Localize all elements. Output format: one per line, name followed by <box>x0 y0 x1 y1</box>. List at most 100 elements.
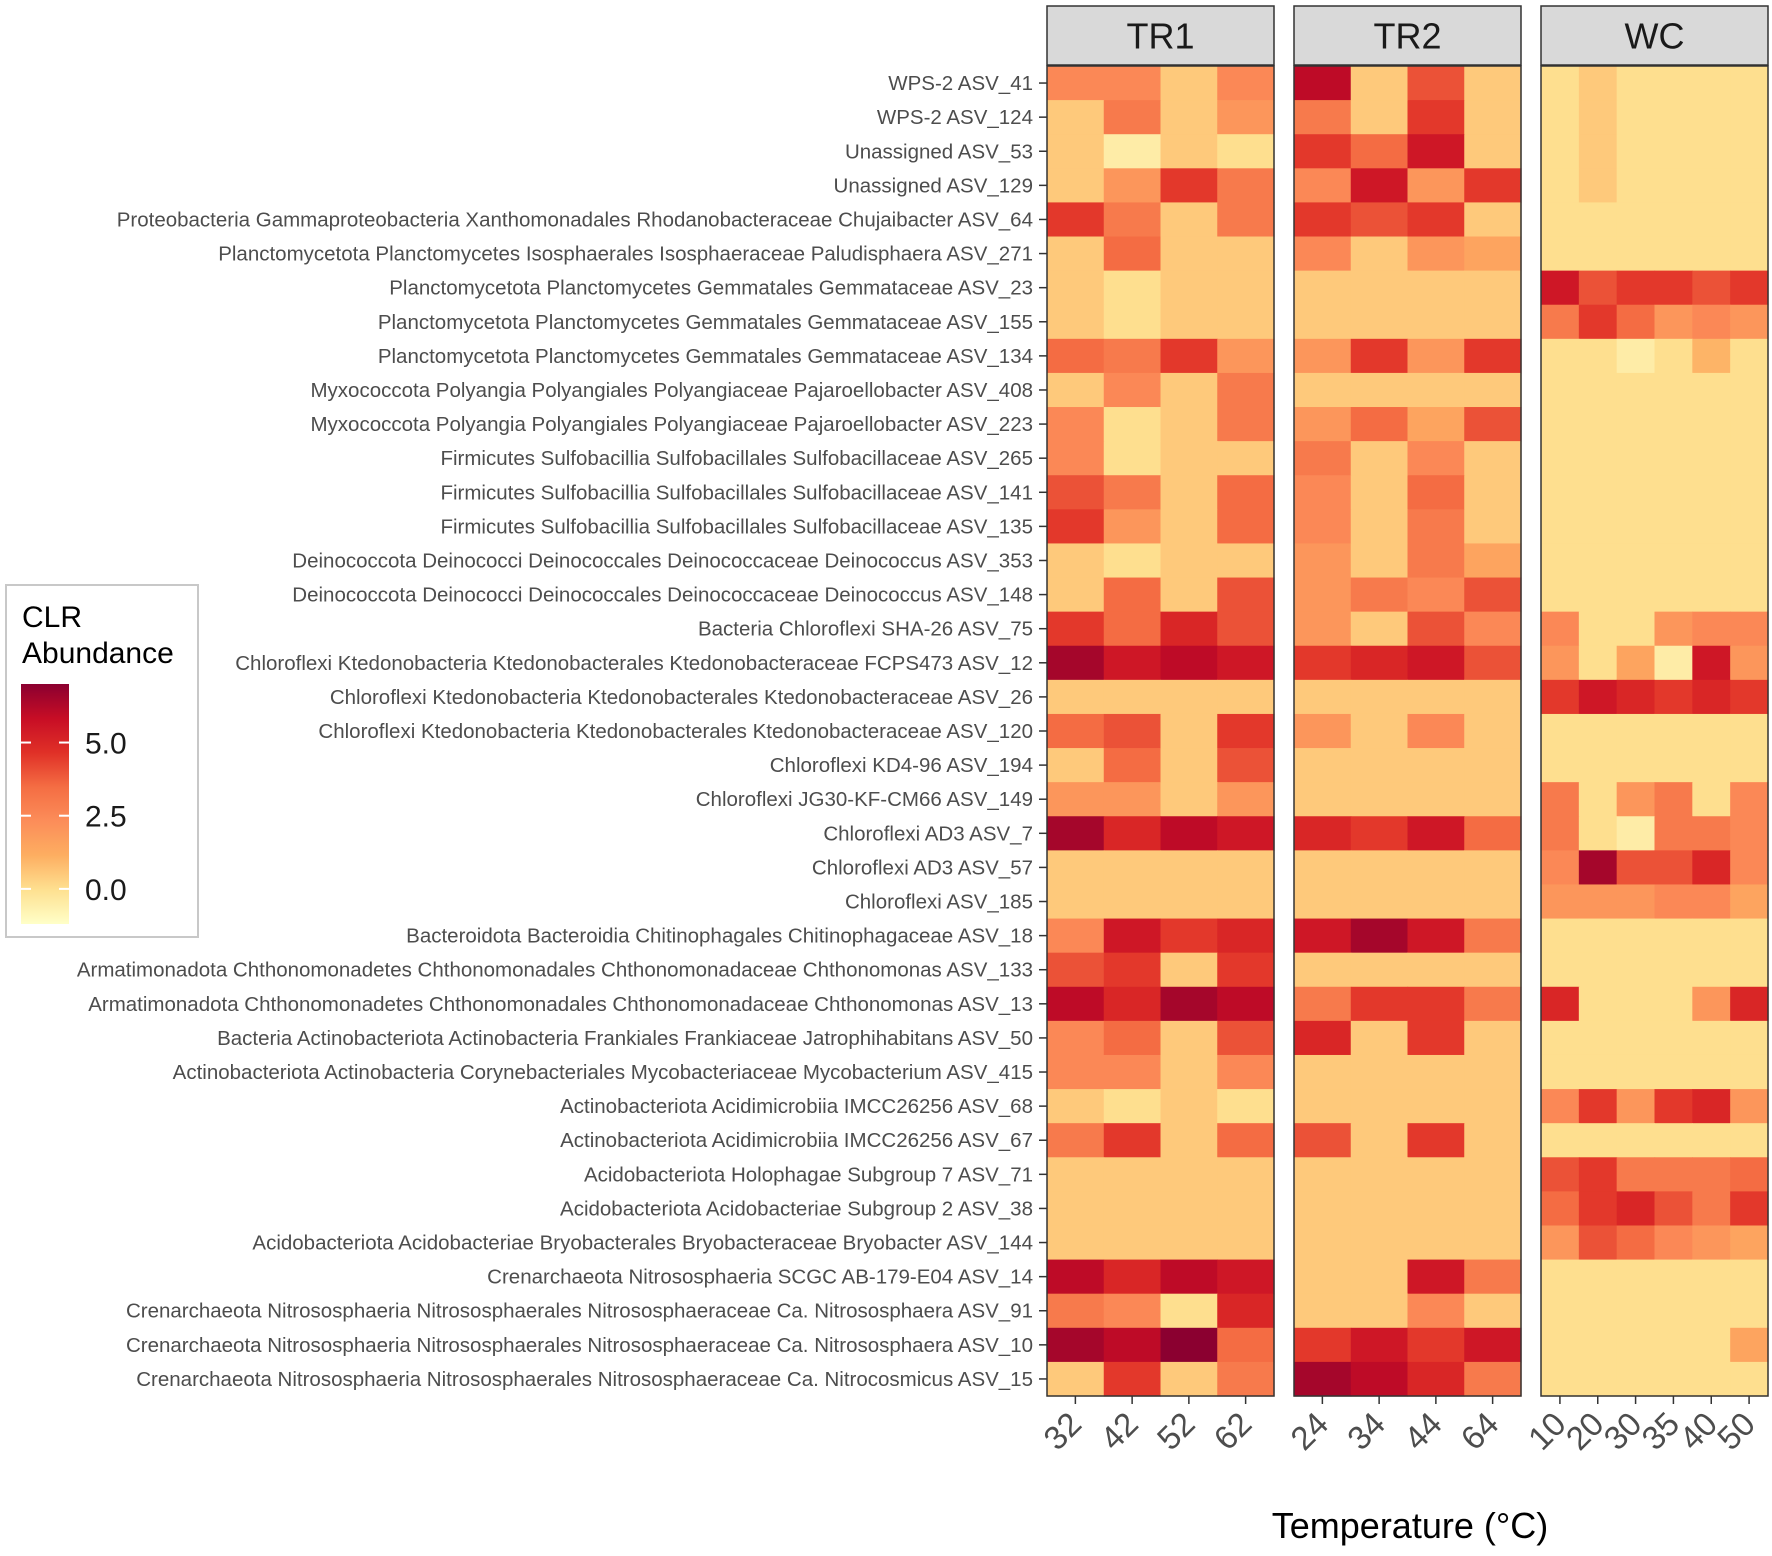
heatmap-cell <box>1464 441 1522 476</box>
heatmap-cell <box>1464 850 1522 886</box>
heatmap-cell <box>1407 236 1465 272</box>
heatmap-cell <box>1160 713 1218 749</box>
heatmap-cell <box>1047 407 1105 442</box>
heatmap-cell <box>1047 134 1105 169</box>
heatmap-cell <box>1160 1361 1218 1397</box>
heatmap-cell <box>1160 1225 1218 1261</box>
heatmap-cell <box>1541 441 1580 476</box>
heatmap-cell <box>1047 577 1105 613</box>
heatmap-cell <box>1654 577 1693 613</box>
heatmap-cell <box>1160 1020 1218 1056</box>
heatmap-cell <box>1578 918 1618 954</box>
heatmap-cell <box>1160 509 1218 545</box>
heatmap-cell <box>1578 1293 1618 1329</box>
heatmap-cell <box>1217 1225 1275 1261</box>
heatmap-cell <box>1541 338 1580 374</box>
heatmap-cell <box>1578 407 1618 442</box>
heatmap-cell <box>1578 1225 1618 1261</box>
heatmap-cell <box>1654 918 1693 954</box>
heatmap-cell <box>1407 168 1465 204</box>
heatmap-cell <box>1541 1020 1580 1056</box>
heatmap-cell <box>1217 1020 1275 1056</box>
row-label: Firmicutes Sulfobacillia Sulfobacillales… <box>440 447 1033 470</box>
heatmap-cell <box>1294 884 1352 920</box>
heatmap-cell <box>1160 1054 1218 1090</box>
heatmap-cell <box>1654 713 1693 749</box>
row-label: Chloroflexi Ktedonobacteria Ktedonobacte… <box>235 652 1033 675</box>
heatmap-cell <box>1217 782 1275 817</box>
heatmap-cell <box>1730 475 1769 510</box>
row-labels: WPS-2 ASV_41 WPS-2 ASV_124 Unassigned ASV_… <box>77 72 1047 1391</box>
heatmap-cell <box>1654 1361 1693 1397</box>
heatmap-cell <box>1103 475 1162 510</box>
heatmap-cell <box>1692 407 1731 442</box>
heatmap-cell <box>1578 1123 1618 1158</box>
heatmap-cell <box>1047 850 1105 886</box>
heatmap-cell <box>1616 1225 1656 1261</box>
heatmap-cell <box>1654 884 1693 920</box>
heatmap-cell <box>1350 645 1409 681</box>
heatmap-cell <box>1616 270 1656 306</box>
row-label: Planctomycetota Planctomycetes Gemmatale… <box>378 311 1033 334</box>
heatmap-cell <box>1692 1361 1731 1397</box>
heatmap-cell <box>1160 645 1218 681</box>
row-label: Chloroflexi AD3 ASV_7 <box>823 822 1033 845</box>
heatmap-cell <box>1160 918 1218 954</box>
heatmap-cell <box>1217 611 1275 647</box>
heatmap-cell <box>1654 270 1693 306</box>
heatmap-cell <box>1047 1089 1105 1124</box>
heatmap-cell <box>1616 1157 1656 1192</box>
heatmap-cell <box>1578 1054 1618 1090</box>
heatmap-cell <box>1294 372 1352 408</box>
heatmap-cell <box>1217 134 1275 169</box>
heatmap-cell <box>1407 748 1465 783</box>
heatmap-cell <box>1541 884 1580 920</box>
heatmap-cell <box>1692 1157 1731 1192</box>
heatmap-cell <box>1654 1157 1693 1192</box>
heatmap-cell <box>1616 645 1656 681</box>
heatmap-cell <box>1103 713 1162 749</box>
heatmap-cell <box>1407 202 1465 238</box>
heatmap-cell <box>1541 1054 1580 1090</box>
heatmap-cell <box>1541 986 1580 1022</box>
heatmap-cell <box>1578 1089 1618 1124</box>
heatmap-cell <box>1294 645 1352 681</box>
heatmap-cell <box>1616 304 1656 340</box>
heatmap-cell <box>1730 952 1769 988</box>
heatmap-cell <box>1578 850 1618 886</box>
heatmap-cell <box>1654 202 1693 238</box>
heatmap-cell <box>1730 202 1769 238</box>
heatmap-cell <box>1103 509 1162 545</box>
facet-label-tr1: TR1 <box>1126 16 1194 57</box>
heatmap-cell <box>1160 577 1218 613</box>
heatmap-cell <box>1578 372 1618 408</box>
heatmap-cell <box>1350 1157 1409 1192</box>
heatmap-cell <box>1160 1157 1218 1192</box>
heatmap-cell <box>1350 1123 1409 1158</box>
heatmap-cell <box>1654 168 1693 204</box>
heatmap-cell <box>1350 1361 1409 1397</box>
heatmap-cell <box>1730 1293 1769 1329</box>
heatmap-cell <box>1103 782 1162 817</box>
heatmap-cell <box>1407 441 1465 476</box>
heatmap-cell <box>1350 1259 1409 1295</box>
heatmap-cell <box>1730 338 1769 374</box>
heatmap-cell <box>1578 509 1618 545</box>
heatmap-cell <box>1616 782 1656 817</box>
heatmap-cell <box>1541 372 1580 408</box>
heatmap-cell <box>1047 236 1105 272</box>
heatmap-cell <box>1578 713 1618 749</box>
heatmap-cell <box>1730 543 1769 579</box>
heatmap-cell <box>1464 952 1522 988</box>
heatmap-cell <box>1692 952 1731 988</box>
heatmap-cell <box>1616 441 1656 476</box>
heatmap-cell <box>1616 1054 1656 1090</box>
heatmap-cell <box>1654 543 1693 579</box>
heatmap-cell <box>1160 1259 1218 1295</box>
heatmap-cell <box>1294 100 1352 135</box>
heatmap-cell <box>1616 816 1656 851</box>
heatmap-cell <box>1103 816 1162 851</box>
heatmap-cell <box>1294 168 1352 204</box>
heatmap-cell <box>1217 748 1275 783</box>
heatmap-cell <box>1350 884 1409 920</box>
